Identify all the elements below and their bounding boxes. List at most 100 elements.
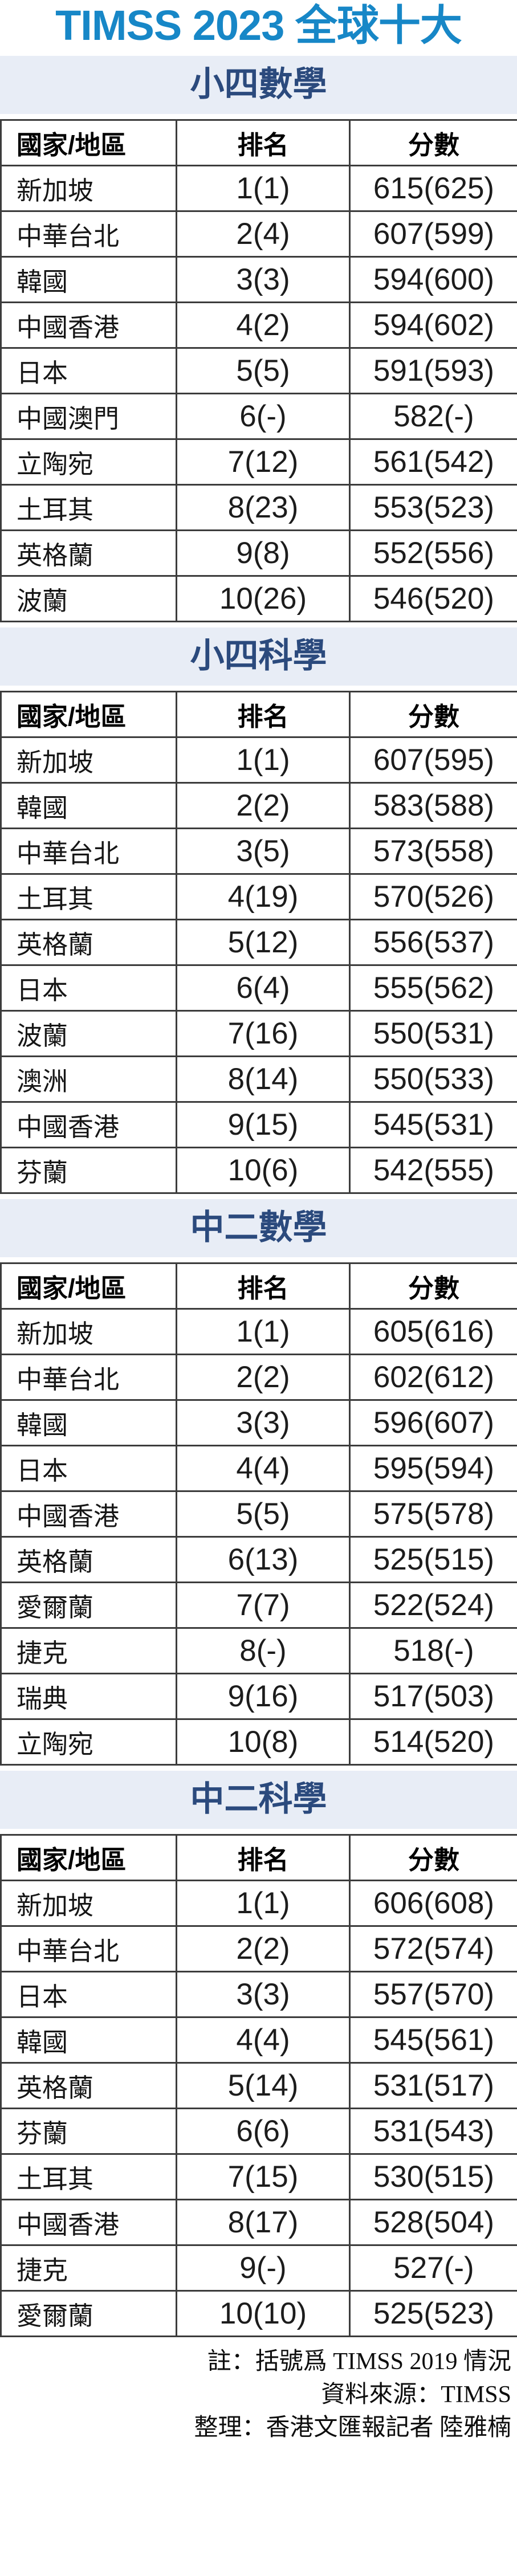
cell-country: 瑞典	[0, 1673, 177, 1721]
cell-score: 545(561)	[349, 2016, 517, 2064]
table-row: 芬蘭 10(6) 542(555)	[0, 1147, 517, 1195]
cell-country: 土耳其	[0, 873, 177, 921]
cell-rank: 6(-)	[176, 393, 351, 441]
table-row: 英格蘭 5(14) 531(517)	[0, 2062, 517, 2110]
table-header-row: 國家/地區 排名 分數	[0, 1262, 517, 1310]
table-row: 土耳其 7(15) 530(515)	[0, 2153, 517, 2201]
cell-country: 英格蘭	[0, 919, 177, 967]
ranking-section: 中二科學 國家/地區 排名 分數 新加坡 1(1) 606(608) 中華台北 …	[0, 1771, 517, 2338]
cell-rank: 5(5)	[176, 1490, 351, 1538]
table-row: 中華台北 2(4) 607(599)	[0, 210, 517, 258]
table-row: 新加坡 1(1) 607(595)	[0, 736, 517, 784]
column-header-rank: 排名	[176, 1262, 351, 1310]
cell-rank: 6(13)	[176, 1536, 351, 1584]
table-row: 澳洲 8(14) 550(533)	[0, 1055, 517, 1103]
cell-country: 波蘭	[0, 575, 177, 623]
column-header-rank: 排名	[176, 119, 351, 167]
table-row: 芬蘭 6(6) 531(543)	[0, 2108, 517, 2155]
table-header-row: 國家/地區 排名 分數	[0, 691, 517, 739]
cell-rank: 8(14)	[176, 1055, 351, 1103]
cell-rank: 2(4)	[176, 210, 351, 258]
cell-rank: 9(-)	[176, 2244, 351, 2292]
cell-score: 546(520)	[349, 575, 517, 623]
cell-country: 韓國	[0, 1399, 177, 1447]
cell-score: 550(533)	[349, 1055, 517, 1103]
cell-country: 中華台北	[0, 1925, 177, 1973]
cell-country: 韓國	[0, 256, 177, 304]
cell-country: 韓國	[0, 782, 177, 830]
table-row: 韓國 4(4) 545(561)	[0, 2016, 517, 2064]
cell-country: 波蘭	[0, 1010, 177, 1058]
cell-country: 韓國	[0, 2016, 177, 2064]
cell-country: 日本	[0, 964, 177, 1012]
cell-score: 572(574)	[349, 1925, 517, 1973]
column-header-score: 分數	[349, 119, 517, 167]
column-header-score: 分數	[349, 1262, 517, 1310]
table-body: 新加坡 1(1) 615(625) 中華台北 2(4) 607(599) 韓國 …	[0, 165, 517, 623]
ranking-section: 小四數學 國家/地區 排名 分數 新加坡 1(1) 615(625) 中華台北 …	[0, 56, 517, 623]
cell-score: 606(608)	[349, 1880, 517, 1927]
table-row: 英格蘭 9(8) 552(556)	[0, 529, 517, 577]
cell-rank: 5(14)	[176, 2062, 351, 2110]
cell-rank: 10(8)	[176, 1718, 351, 1766]
cell-score: 525(515)	[349, 1536, 517, 1584]
cell-score: 528(504)	[349, 2199, 517, 2247]
cell-country: 新加坡	[0, 1308, 177, 1356]
cell-country: 立陶宛	[0, 1718, 177, 1766]
cell-country: 愛爾蘭	[0, 2290, 177, 2338]
table-row: 土耳其 8(23) 553(523)	[0, 484, 517, 532]
cell-rank: 3(3)	[176, 256, 351, 304]
cell-rank: 8(-)	[176, 1627, 351, 1675]
cell-rank: 9(16)	[176, 1673, 351, 1721]
cell-country: 立陶宛	[0, 438, 177, 486]
cell-score: 570(526)	[349, 873, 517, 921]
cell-country: 中國香港	[0, 2199, 177, 2247]
cell-country: 土耳其	[0, 2153, 177, 2201]
cell-rank: 3(3)	[176, 1971, 351, 2019]
table-row: 中國香港 4(2) 594(602)	[0, 301, 517, 349]
cell-country: 中國澳門	[0, 393, 177, 441]
cell-rank: 3(3)	[176, 1399, 351, 1447]
cell-rank: 1(1)	[176, 736, 351, 784]
cell-score: 594(600)	[349, 256, 517, 304]
table-body: 新加坡 1(1) 605(616) 中華台北 2(2) 602(612) 韓國 …	[0, 1308, 517, 1766]
cell-rank: 5(5)	[176, 347, 351, 395]
cell-rank: 2(2)	[176, 782, 351, 830]
cell-country: 日本	[0, 1445, 177, 1493]
cell-score: 514(520)	[349, 1718, 517, 1766]
cell-score: 517(503)	[349, 1673, 517, 1721]
column-header-rank: 排名	[176, 1834, 351, 1882]
table-row: 中國香港 9(15) 545(531)	[0, 1101, 517, 1149]
cell-score: 531(543)	[349, 2108, 517, 2155]
cell-rank: 4(4)	[176, 2016, 351, 2064]
cell-rank: 6(6)	[176, 2108, 351, 2155]
section-heading: 中二數學	[0, 1199, 517, 1258]
cell-country: 英格蘭	[0, 1536, 177, 1584]
footnote-line: 資料來源：TIMSS	[321, 2382, 511, 2408]
table-row: 新加坡 1(1) 606(608)	[0, 1880, 517, 1927]
table-header-row: 國家/地區 排名 分數	[0, 119, 517, 167]
cell-rank: 1(1)	[176, 1308, 351, 1356]
cell-rank: 9(8)	[176, 529, 351, 577]
cell-rank: 10(10)	[176, 2290, 351, 2338]
cell-country: 日本	[0, 1971, 177, 2019]
column-header-country: 國家/地區	[0, 691, 177, 739]
cell-rank: 6(4)	[176, 964, 351, 1012]
cell-score: 553(523)	[349, 484, 517, 532]
table-row: 英格蘭 5(12) 556(537)	[0, 919, 517, 967]
cell-country: 捷克	[0, 1627, 177, 1675]
cell-score: 530(515)	[349, 2153, 517, 2201]
table-row: 中國澳門 6(-) 582(-)	[0, 393, 517, 441]
table-row: 日本 3(3) 557(570)	[0, 1971, 517, 2019]
column-header-country: 國家/地區	[0, 1834, 177, 1882]
table-row: 新加坡 1(1) 605(616)	[0, 1308, 517, 1356]
table-row: 日本 4(4) 595(594)	[0, 1445, 517, 1493]
table-row: 中華台北 3(5) 573(558)	[0, 828, 517, 875]
column-header-country: 國家/地區	[0, 119, 177, 167]
table-row: 土耳其 4(19) 570(526)	[0, 873, 517, 921]
table-row: 韓國 2(2) 583(588)	[0, 782, 517, 830]
timss-infographic: TIMSS 2023 全球十大 小四數學 國家/地區 排名 分數 新加坡 1(1…	[0, 3, 517, 2441]
table-row: 波蘭 7(16) 550(531)	[0, 1010, 517, 1058]
cell-score: 615(625)	[349, 165, 517, 213]
cell-country: 芬蘭	[0, 1147, 177, 1195]
